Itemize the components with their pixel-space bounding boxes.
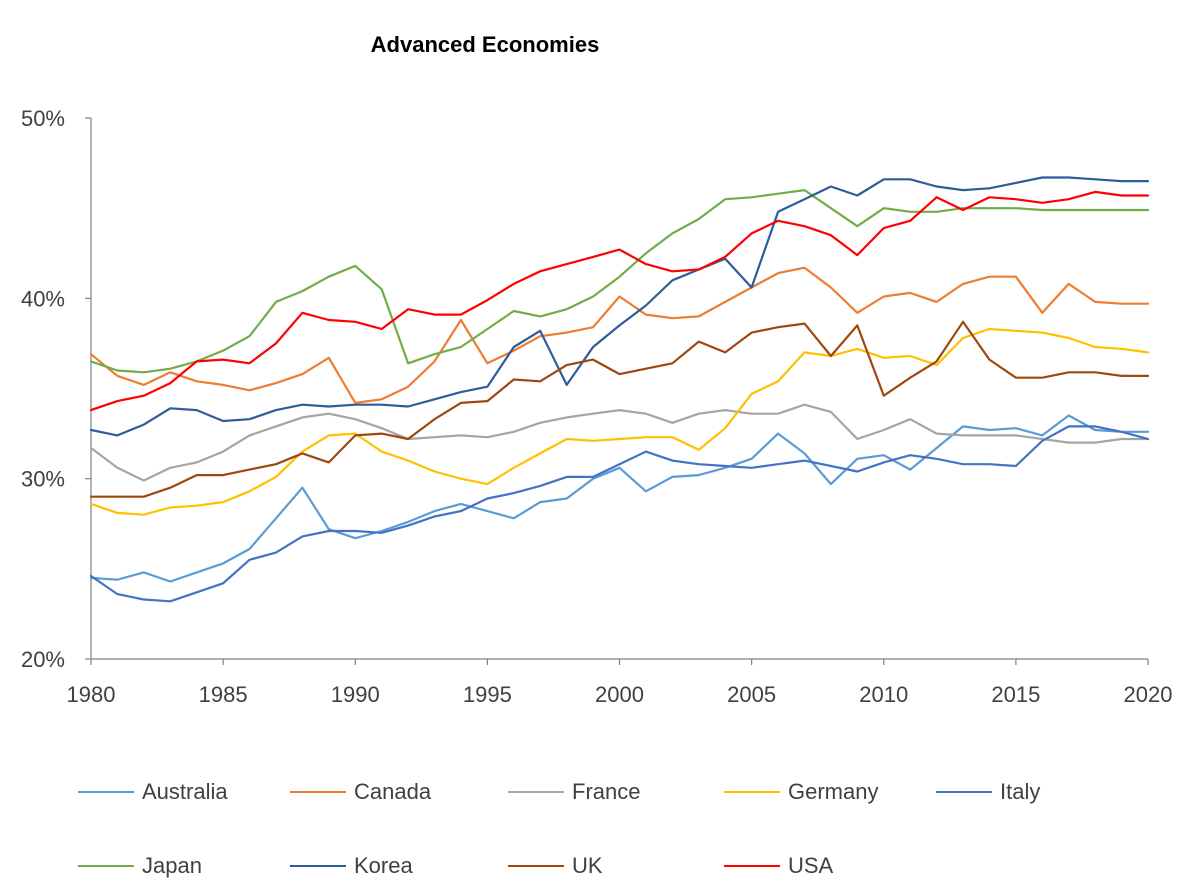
y-tick-label: 40% (21, 286, 65, 311)
series-line-germany (89, 327, 1150, 516)
y-tick-label: 50% (21, 106, 65, 131)
tick-labels: 20% 30% 40% 50% 1980 1985 1990 1995 2000 2005 2010… (21, 106, 1173, 707)
x-tick-label: 1985 (199, 682, 248, 707)
series-lines (89, 176, 1150, 603)
y-tick-label: 20% (21, 647, 65, 672)
series-line-korea (89, 176, 1150, 437)
x-tick-label: 1995 (463, 682, 512, 707)
series-line-usa (89, 190, 1150, 412)
x-tick-label: 1980 (67, 682, 116, 707)
series-line-italy (89, 425, 1150, 603)
chart-title: Advanced Economies (370, 32, 600, 57)
x-tick-label: 2020 (1124, 682, 1173, 707)
series-line-japan (89, 189, 1150, 374)
x-tick-label: 2010 (859, 682, 908, 707)
y-tick-label: 30% (21, 467, 65, 492)
x-tick-label: 2000 (595, 682, 644, 707)
series-line-france (89, 403, 1150, 482)
x-tick-label: 2015 (991, 682, 1040, 707)
series-line-canada (89, 266, 1150, 404)
x-tick-label: 1990 (331, 682, 380, 707)
series-line-uk (89, 320, 1150, 498)
x-tick-label: 2005 (727, 682, 776, 707)
series-line-australia (89, 414, 1150, 583)
axes (85, 117, 1149, 665)
